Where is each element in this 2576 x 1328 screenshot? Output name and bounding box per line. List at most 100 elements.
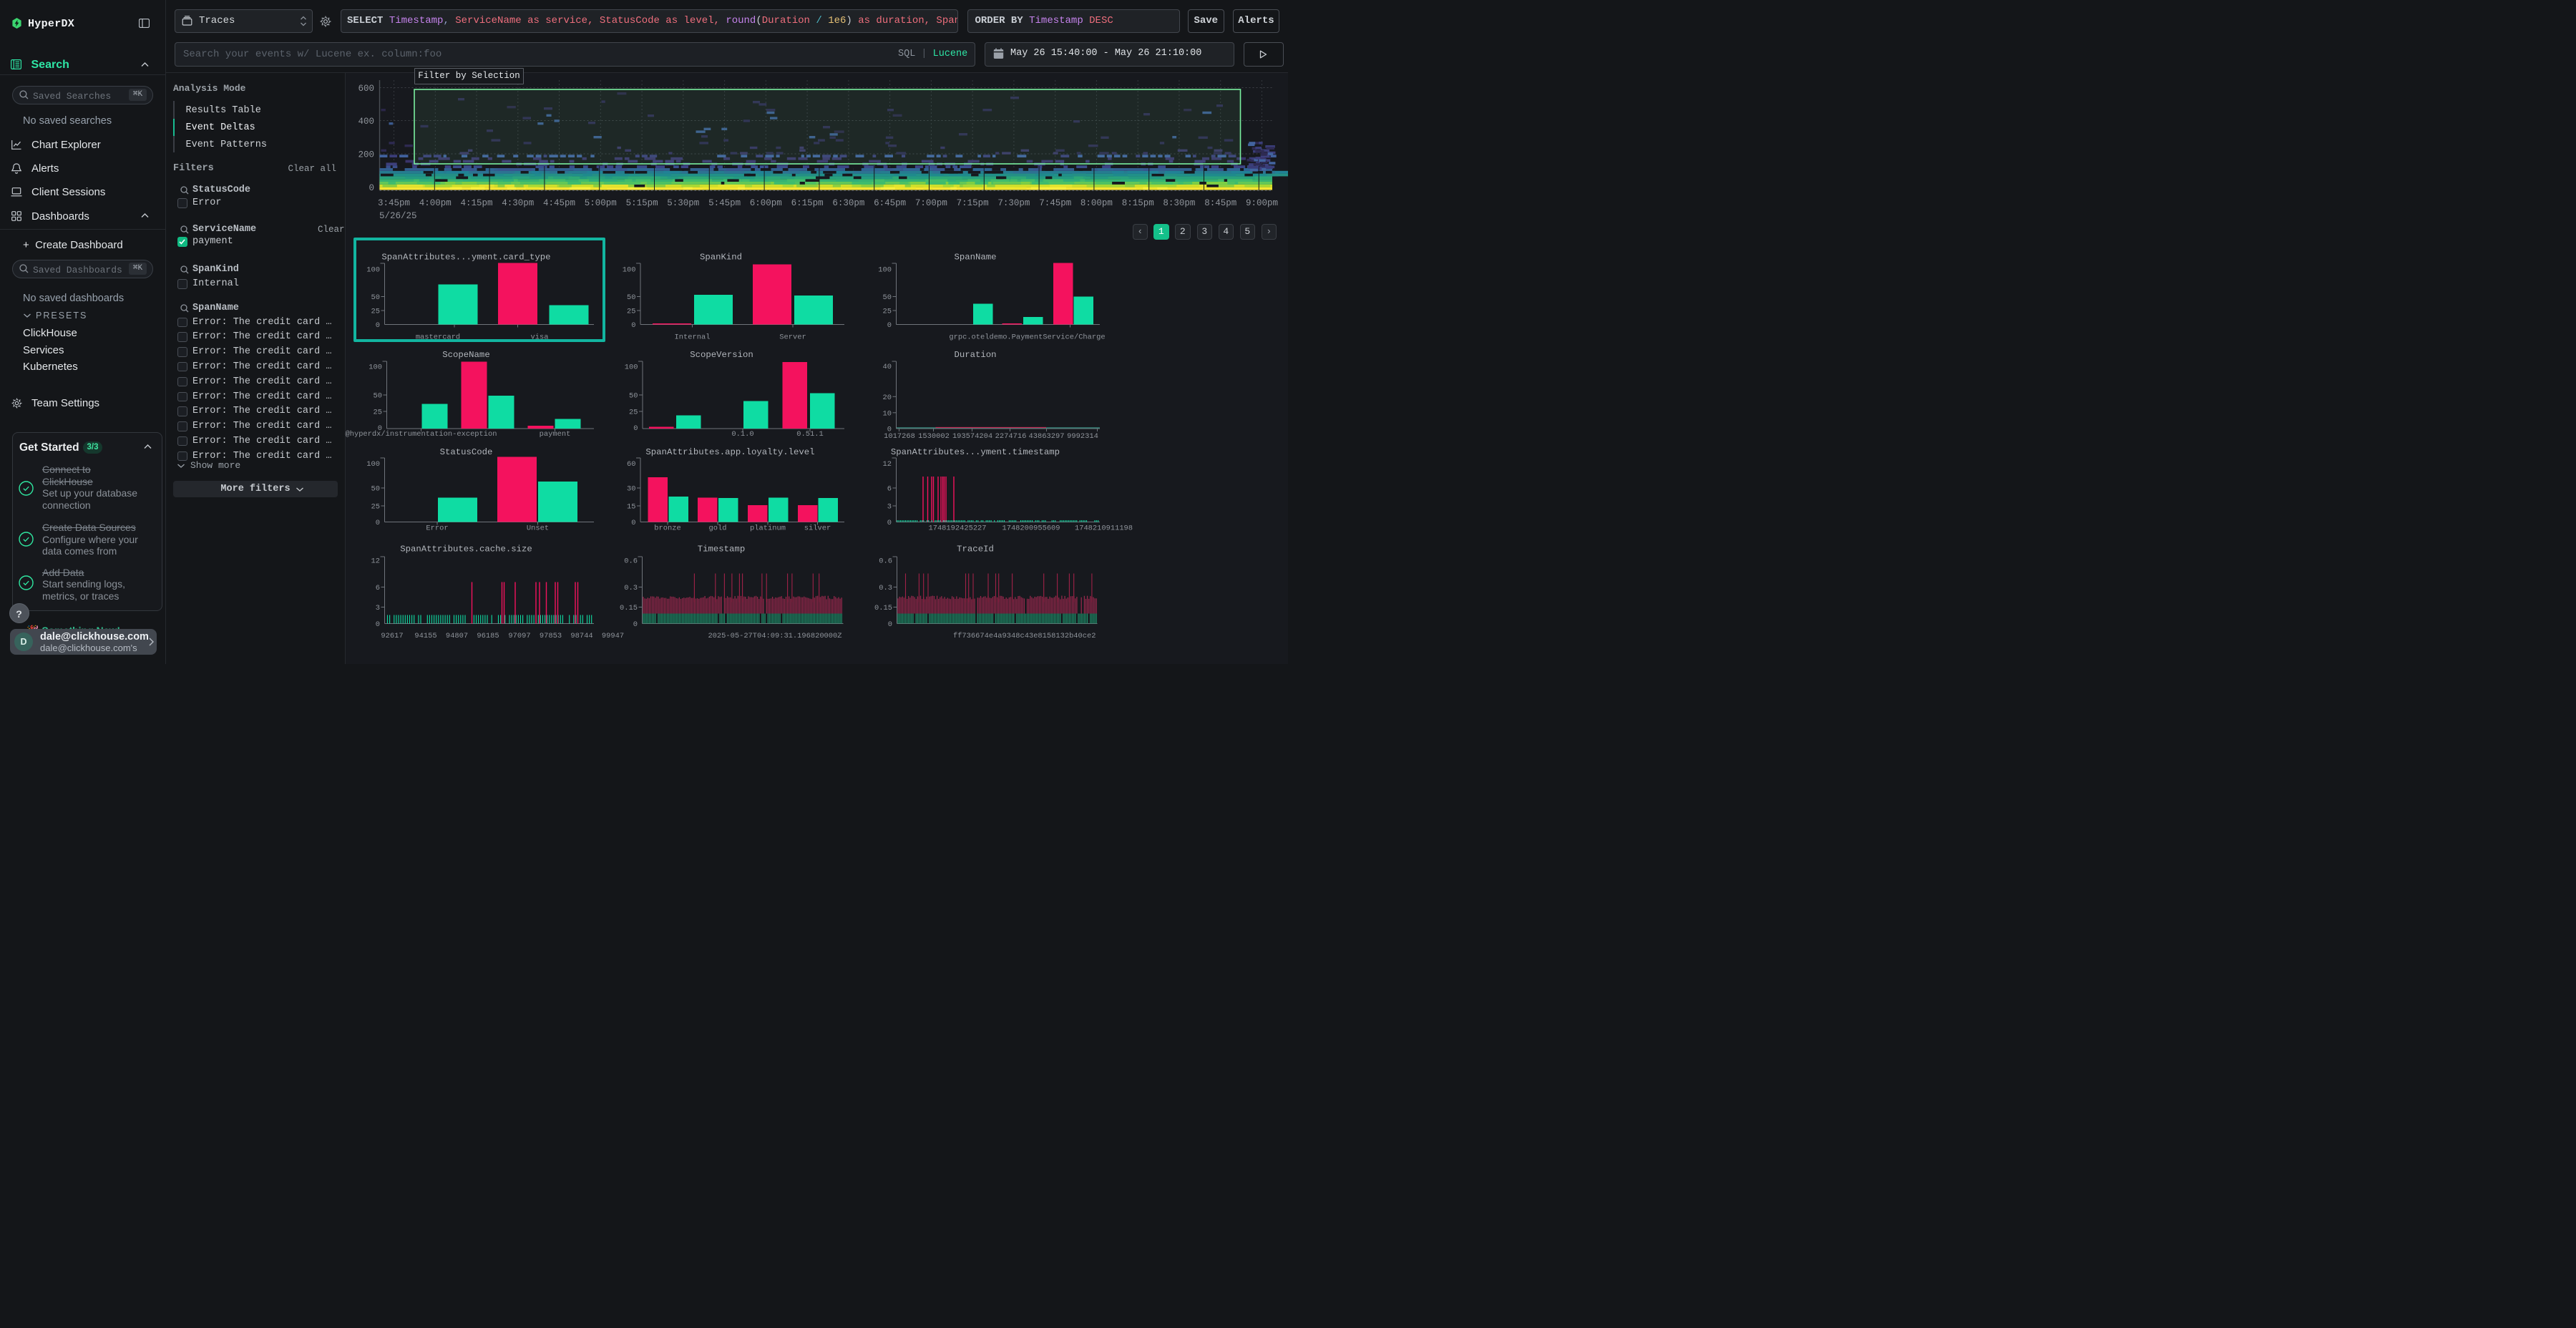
svg-text:96185: 96185 bbox=[477, 632, 499, 640]
svg-text:600: 600 bbox=[358, 84, 374, 94]
svg-text:94807: 94807 bbox=[446, 632, 468, 640]
svg-text:gold: gold bbox=[709, 524, 727, 533]
svg-text:0: 0 bbox=[376, 519, 380, 527]
svg-text:100: 100 bbox=[369, 363, 382, 372]
svg-text:25: 25 bbox=[374, 409, 382, 417]
svg-text:100: 100 bbox=[623, 266, 636, 275]
svg-text:8:45pm: 8:45pm bbox=[1204, 198, 1236, 208]
svg-text:platinum: platinum bbox=[750, 524, 786, 533]
svg-text:Unset: Unset bbox=[527, 524, 549, 533]
svg-text:6:30pm: 6:30pm bbox=[832, 198, 864, 208]
svg-text:7:00pm: 7:00pm bbox=[915, 198, 947, 208]
svg-text:SpanAttributes...yment.timesta: SpanAttributes...yment.timestamp bbox=[891, 447, 1060, 457]
svg-text:6:45pm: 6:45pm bbox=[874, 198, 906, 208]
svg-text:92617: 92617 bbox=[381, 632, 403, 640]
svg-text:5:45pm: 5:45pm bbox=[708, 198, 741, 208]
svg-text:0: 0 bbox=[888, 620, 892, 629]
svg-text:0: 0 bbox=[376, 620, 380, 629]
svg-text:1530002: 1530002 bbox=[918, 432, 950, 441]
svg-text:25: 25 bbox=[629, 409, 638, 417]
svg-text:0.6: 0.6 bbox=[879, 557, 892, 566]
svg-text:0: 0 bbox=[631, 321, 635, 330]
svg-text:25: 25 bbox=[371, 308, 380, 316]
svg-text:SpanAttributes...yment.card_ty: SpanAttributes...yment.card_type bbox=[381, 253, 550, 263]
svg-text:4:30pm: 4:30pm bbox=[502, 198, 534, 208]
svg-text:100: 100 bbox=[878, 266, 892, 275]
svg-text:1748210911198: 1748210911198 bbox=[1075, 524, 1133, 533]
svg-text:40: 40 bbox=[883, 363, 892, 371]
svg-text:94155: 94155 bbox=[414, 632, 436, 640]
svg-text:50: 50 bbox=[371, 293, 380, 302]
svg-text:50: 50 bbox=[374, 392, 382, 401]
svg-text:10: 10 bbox=[883, 409, 892, 418]
svg-text:1748200955609: 1748200955609 bbox=[1002, 524, 1060, 533]
svg-text:60: 60 bbox=[627, 460, 635, 469]
svg-text:grpc.oteldemo.PaymentService/C: grpc.oteldemo.PaymentService/Charge bbox=[949, 333, 1105, 342]
svg-text:0.51.1: 0.51.1 bbox=[796, 430, 823, 439]
svg-text:6:15pm: 6:15pm bbox=[791, 198, 824, 208]
svg-text:0.6: 0.6 bbox=[624, 557, 638, 566]
svg-text:5:00pm: 5:00pm bbox=[585, 198, 617, 208]
svg-text:12: 12 bbox=[883, 460, 892, 469]
svg-text:3: 3 bbox=[376, 604, 380, 612]
svg-text:0: 0 bbox=[378, 424, 382, 433]
svg-text:0: 0 bbox=[633, 620, 638, 629]
svg-text:0: 0 bbox=[887, 519, 892, 527]
svg-text:15: 15 bbox=[627, 503, 635, 512]
svg-text:0.15: 0.15 bbox=[874, 604, 892, 612]
svg-text:SpanKind: SpanKind bbox=[700, 253, 742, 263]
svg-text:ScopeName: ScopeName bbox=[442, 350, 489, 360]
svg-text:0: 0 bbox=[633, 424, 638, 433]
svg-text:0.15: 0.15 bbox=[620, 604, 638, 612]
svg-text:20: 20 bbox=[883, 394, 892, 402]
svg-text:43863297: 43863297 bbox=[1029, 432, 1065, 441]
svg-text:0: 0 bbox=[369, 183, 374, 193]
svg-text:Error: Error bbox=[426, 524, 448, 533]
svg-text:9992314: 9992314 bbox=[1067, 432, 1098, 441]
svg-text:silver: silver bbox=[804, 524, 831, 533]
svg-text:50: 50 bbox=[883, 293, 892, 302]
svg-text:3: 3 bbox=[887, 503, 892, 512]
svg-text:193574204: 193574204 bbox=[952, 432, 992, 441]
svg-text:99947: 99947 bbox=[602, 632, 624, 640]
svg-text:3:45pm: 3:45pm bbox=[378, 198, 410, 208]
svg-text:SpanName: SpanName bbox=[954, 253, 996, 263]
svg-text:30: 30 bbox=[627, 485, 635, 494]
svg-text:SpanAttributes.app.loyalty.lev: SpanAttributes.app.loyalty.level bbox=[645, 447, 814, 457]
svg-text:SpanAttributes.cache.size: SpanAttributes.cache.size bbox=[400, 545, 532, 555]
svg-text:7:30pm: 7:30pm bbox=[997, 198, 1030, 208]
svg-text:0: 0 bbox=[631, 519, 635, 527]
svg-text:400: 400 bbox=[358, 117, 374, 127]
svg-text:98744: 98744 bbox=[570, 632, 592, 640]
svg-text:200: 200 bbox=[358, 150, 374, 160]
svg-text:100: 100 bbox=[366, 460, 380, 469]
svg-text:6:00pm: 6:00pm bbox=[750, 198, 782, 208]
svg-text:payment: payment bbox=[540, 430, 571, 439]
svg-text:0.3: 0.3 bbox=[879, 584, 892, 592]
svg-text:TraceId: TraceId bbox=[957, 545, 994, 555]
svg-text:1748192425227: 1748192425227 bbox=[928, 524, 986, 533]
svg-text:StatusCode: StatusCode bbox=[440, 447, 493, 457]
svg-text:0.3: 0.3 bbox=[624, 584, 638, 592]
svg-text:97853: 97853 bbox=[540, 632, 562, 640]
svg-text:Timestamp: Timestamp bbox=[698, 545, 745, 555]
svg-text:50: 50 bbox=[629, 392, 638, 401]
svg-text:4:45pm: 4:45pm bbox=[543, 198, 575, 208]
svg-text:Internal: Internal bbox=[675, 333, 711, 342]
svg-text:Server: Server bbox=[779, 333, 806, 342]
svg-text:50: 50 bbox=[371, 485, 380, 494]
svg-text:9:00pm: 9:00pm bbox=[1246, 198, 1278, 208]
svg-text:12: 12 bbox=[371, 557, 380, 566]
svg-text:7:15pm: 7:15pm bbox=[957, 198, 989, 208]
svg-text:6: 6 bbox=[376, 584, 380, 592]
svg-text:ff736674e4a9348c43e8158132b40c: ff736674e4a9348c43e8158132b40ce2 bbox=[953, 632, 1096, 640]
svg-text:5/26/25: 5/26/25 bbox=[379, 211, 417, 221]
svg-text:8:15pm: 8:15pm bbox=[1122, 198, 1154, 208]
svg-text:100: 100 bbox=[366, 266, 380, 275]
svg-text:6: 6 bbox=[887, 485, 892, 494]
svg-text:25: 25 bbox=[627, 308, 635, 316]
svg-text:25: 25 bbox=[883, 308, 892, 316]
svg-text:1017268: 1017268 bbox=[884, 432, 915, 441]
svg-text:ScopeVersion: ScopeVersion bbox=[690, 350, 753, 360]
svg-text:97097: 97097 bbox=[508, 632, 530, 640]
